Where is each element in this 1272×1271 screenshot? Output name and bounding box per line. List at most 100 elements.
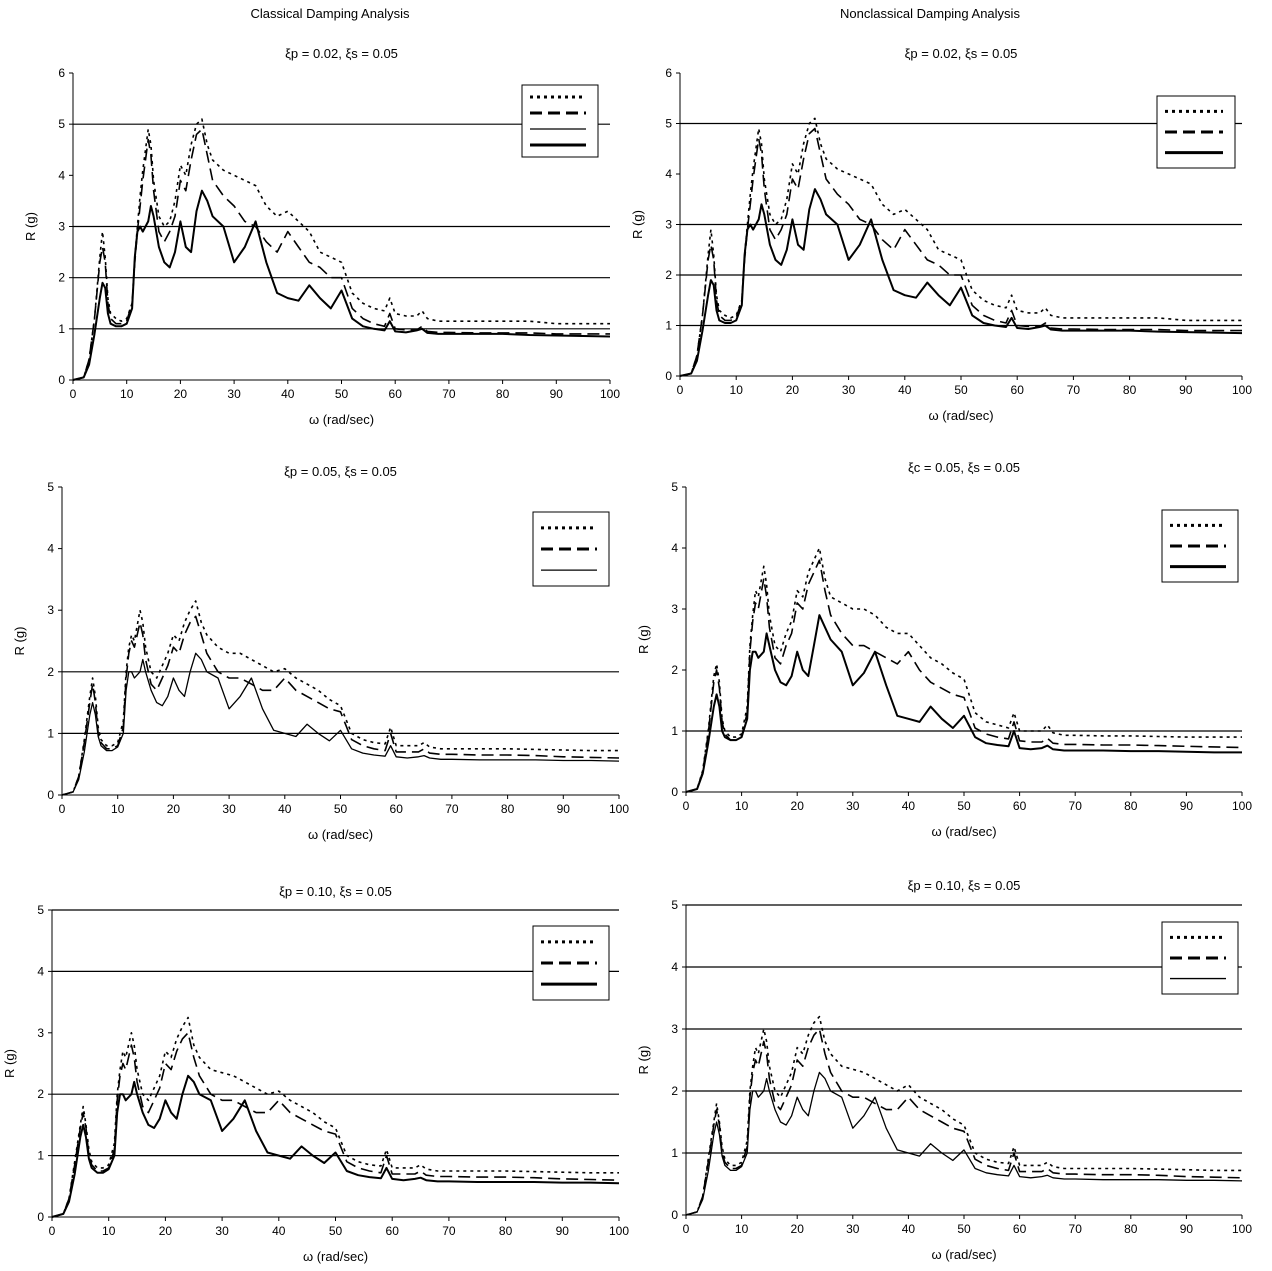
x-tick-label: 70 xyxy=(442,387,456,401)
x-tick-label: 40 xyxy=(278,802,292,816)
x-tick-label: 0 xyxy=(49,1224,56,1238)
y-tick-label: 2 xyxy=(665,268,672,282)
x-tick-label: 30 xyxy=(215,1224,229,1238)
x-tick-label: 50 xyxy=(329,1224,343,1238)
series-line-3 xyxy=(685,1071,1243,1216)
y-tick-label: 6 xyxy=(58,66,65,80)
x-tick-label: 20 xyxy=(791,1222,805,1236)
y-tick-label: 2 xyxy=(47,665,54,679)
x-tick-label: 90 xyxy=(1180,1222,1194,1236)
chart-title: ξc = 0.05, ξs = 0.05 xyxy=(908,460,1020,475)
y-axis-label: R (g) xyxy=(636,625,651,654)
x-tick-label: 80 xyxy=(496,387,510,401)
chart-panel-1: 0 10 20 30 40 50 60 70 80 90 100 0 1 2 3 4 5 6 ξp = 0.02, … xyxy=(23,46,620,427)
y-tick-label: 5 xyxy=(665,117,672,131)
y-axis-label: R (g) xyxy=(630,210,645,239)
x-axis-label: ω (rad/sec) xyxy=(309,412,374,427)
y-tick-label: 3 xyxy=(665,218,672,232)
x-axis-label: ω (rad/sec) xyxy=(931,1247,996,1262)
y-tick-label: 4 xyxy=(671,541,678,555)
series-line-2 xyxy=(51,1032,620,1218)
y-tick-label: 6 xyxy=(665,66,672,80)
y-tick-label: 0 xyxy=(671,1208,678,1222)
y-tick-label: 5 xyxy=(671,480,678,494)
series-line-1 xyxy=(51,1016,619,1218)
x-tick-label: 10 xyxy=(111,802,125,816)
x-tick-label: 40 xyxy=(902,799,916,813)
y-tick-label: 1 xyxy=(665,319,672,333)
x-tick-label: 30 xyxy=(846,799,860,813)
y-tick-label: 4 xyxy=(47,542,54,556)
x-axis-label: ω (rad/sec) xyxy=(303,1249,368,1264)
series-line-1 xyxy=(61,600,619,796)
x-tick-label: 70 xyxy=(1069,799,1083,813)
y-tick-label: 5 xyxy=(47,480,54,494)
x-tick-label: 90 xyxy=(556,1224,570,1238)
x-tick-label: 60 xyxy=(386,1224,400,1238)
x-tick-label: 30 xyxy=(222,802,236,816)
x-tick-label: 60 xyxy=(389,387,403,401)
chart-panel-5: 0 10 20 30 40 50 60 70 80 90 100 0 1 2 3 4 5 ξp = 0.10, ξ… xyxy=(2,884,629,1264)
x-tick-label: 40 xyxy=(272,1224,286,1238)
chart-panel-6: 0 10 20 30 40 50 60 70 80 90 100 0 1 2 3 4 5 ξp = 0.10, ξ… xyxy=(636,878,1252,1262)
column-title-nonclassical: Nonclassical Damping Analysis xyxy=(840,6,1020,21)
x-tick-label: 10 xyxy=(730,383,744,397)
x-tick-label: 90 xyxy=(1179,383,1193,397)
x-tick-label: 80 xyxy=(1123,383,1137,397)
y-tick-label: 0 xyxy=(665,369,672,383)
x-tick-label: 90 xyxy=(550,387,564,401)
x-tick-label: 60 xyxy=(1013,1222,1027,1236)
x-tick-label: 100 xyxy=(600,387,620,401)
x-tick-label: 70 xyxy=(1069,1222,1083,1236)
y-tick-label: 1 xyxy=(671,724,678,738)
x-tick-label: 50 xyxy=(957,799,971,813)
x-tick-label: 80 xyxy=(1124,1222,1138,1236)
series-line-2 xyxy=(685,1028,1243,1216)
x-tick-label: 40 xyxy=(902,1222,916,1236)
y-axis-label: R (g) xyxy=(23,212,38,241)
series-line-2 xyxy=(685,559,1243,793)
x-tick-label: 20 xyxy=(174,387,188,401)
y-tick-label: 2 xyxy=(671,1084,678,1098)
x-tick-label: 0 xyxy=(70,387,77,401)
x-tick-label: 60 xyxy=(1013,799,1027,813)
chart-panel-4: 0 10 20 30 40 50 60 70 80 90 100 0 1 2 3 4 5 ξc = 0.05, ξ… xyxy=(636,460,1252,839)
x-tick-label: 50 xyxy=(335,387,349,401)
y-axis-label: R (g) xyxy=(636,1046,651,1075)
x-tick-label: 50 xyxy=(957,1222,971,1236)
x-tick-label: 10 xyxy=(102,1224,116,1238)
x-tick-label: 30 xyxy=(846,1222,860,1236)
x-tick-label: 70 xyxy=(442,1224,456,1238)
x-tick-label: 10 xyxy=(735,1222,749,1236)
x-tick-label: 100 xyxy=(609,802,629,816)
x-tick-label: 100 xyxy=(1232,799,1252,813)
x-tick-label: 70 xyxy=(1067,383,1081,397)
y-tick-label: 3 xyxy=(37,1026,44,1040)
chart-panel-2: 0 10 20 30 40 50 60 70 80 90 100 0 1 2 3 4 5 6 ξp = 0.02, … xyxy=(630,46,1252,423)
x-tick-label: 80 xyxy=(499,1224,513,1238)
series-line-3 xyxy=(51,1074,620,1218)
x-tick-label: 40 xyxy=(281,387,295,401)
series-line-1 xyxy=(72,118,610,381)
y-tick-label: 4 xyxy=(37,964,44,978)
series-line-3 xyxy=(679,188,1243,377)
x-tick-label: 10 xyxy=(120,387,134,401)
y-tick-label: 4 xyxy=(58,168,65,182)
y-tick-label: 5 xyxy=(671,898,678,912)
x-tick-label: 50 xyxy=(954,383,968,397)
y-tick-label: 1 xyxy=(47,726,54,740)
y-tick-label: 2 xyxy=(37,1087,44,1101)
x-tick-label: 0 xyxy=(677,383,684,397)
x-tick-label: 20 xyxy=(167,802,181,816)
y-tick-label: 1 xyxy=(58,322,65,336)
x-tick-label: 50 xyxy=(334,802,348,816)
y-tick-label: 2 xyxy=(671,663,678,677)
chart-title: ξp = 0.10, ξs = 0.05 xyxy=(908,878,1021,893)
series-line-2 xyxy=(72,128,610,381)
x-tick-label: 90 xyxy=(1180,799,1194,813)
x-tick-label: 100 xyxy=(1232,383,1252,397)
y-tick-label: 0 xyxy=(58,373,65,387)
y-tick-label: 4 xyxy=(665,167,672,181)
y-axis-label: R (g) xyxy=(2,1049,17,1078)
y-tick-label: 3 xyxy=(671,1022,678,1036)
